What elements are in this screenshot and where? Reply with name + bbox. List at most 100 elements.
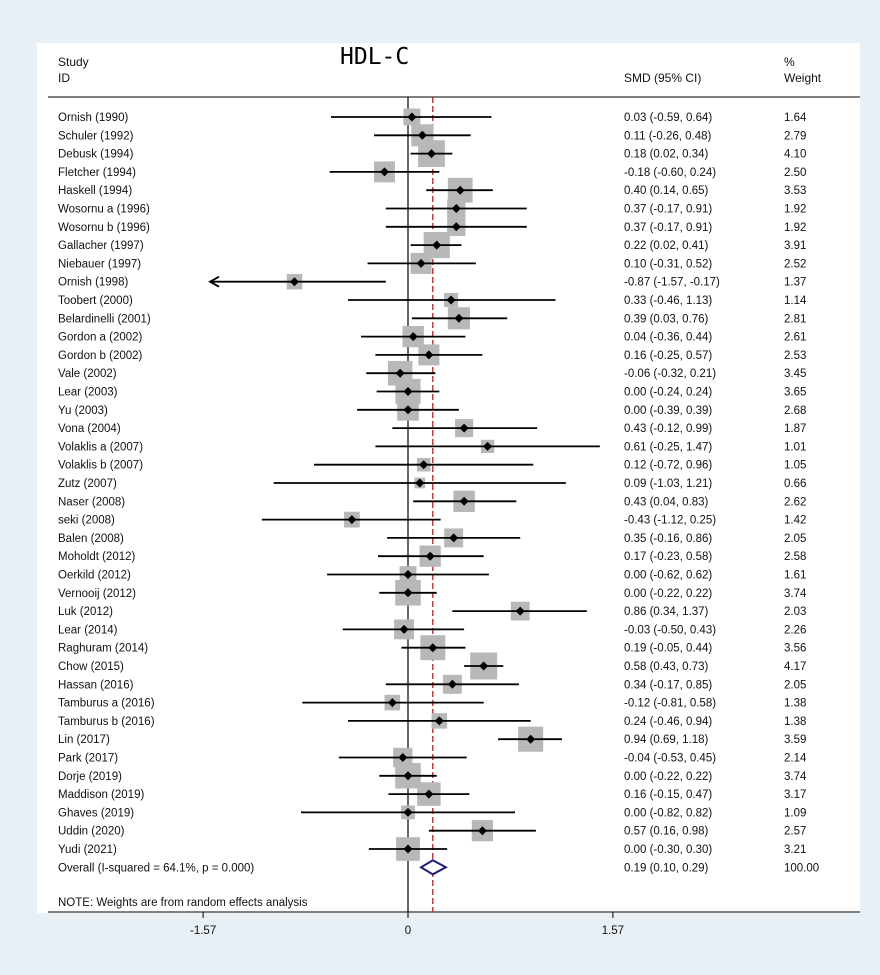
smd-ci-value: 0.10 (-0.31, 0.52) xyxy=(624,258,712,270)
study-label: Lear (2003) xyxy=(58,387,118,399)
smd-ci-value: 0.17 (-0.23, 0.58) xyxy=(624,551,712,563)
smd-ci-value: 0.22 (0.02, 0.41) xyxy=(624,240,709,252)
point-estimate xyxy=(477,826,487,836)
study-label: Schuler (1992) xyxy=(58,130,134,142)
study-label: Maddison (2019) xyxy=(58,789,144,801)
smd-ci-value: -0.12 (-0.81, 0.58) xyxy=(624,698,716,710)
study-label: Vale (2002) xyxy=(58,368,117,380)
weight-value: 1.05 xyxy=(784,460,806,472)
weight-value: 2.58 xyxy=(784,551,806,563)
weight-value: 2.03 xyxy=(784,606,806,618)
study-label: Volaklis b (2007) xyxy=(58,460,143,472)
point-estimate xyxy=(415,478,425,488)
study-label: Balen (2008) xyxy=(58,533,124,545)
weight-value: 3.91 xyxy=(784,240,806,252)
smd-ci-value: 0.00 (-0.62, 0.62) xyxy=(624,570,712,582)
study-label: Yudi (2021) xyxy=(58,844,117,856)
study-label: Ghaves (2019) xyxy=(58,807,134,819)
point-estimate xyxy=(416,258,426,268)
point-estimate xyxy=(380,167,390,177)
study-label: Toobert (2000) xyxy=(58,295,133,307)
smd-ci-value: 0.00 (-0.22, 0.22) xyxy=(624,588,712,600)
point-estimate xyxy=(432,240,442,250)
study-label: Naser (2008) xyxy=(58,496,125,508)
point-estimate xyxy=(447,679,457,689)
study-label: Fletcher (1994) xyxy=(58,167,136,179)
overall-weight-value: 100.00 xyxy=(784,862,819,874)
smd-ci-value: 0.16 (-0.15, 0.47) xyxy=(624,789,712,801)
study-label: Tamburus b (2016) xyxy=(58,716,155,728)
x-tick-label: 0 xyxy=(405,925,411,937)
weight-value: 1.92 xyxy=(784,222,806,234)
smd-ci-value: 0.57 (0.16, 0.98) xyxy=(624,826,709,838)
point-estimate xyxy=(425,551,435,561)
point-estimate xyxy=(398,753,408,762)
point-estimate xyxy=(387,698,397,708)
smd-ci-value: 0.58 (0.43, 0.73) xyxy=(624,661,709,673)
weight-value: 2.05 xyxy=(784,679,806,691)
point-estimate xyxy=(454,313,464,323)
weight-value: 2.62 xyxy=(784,496,806,508)
point-estimate xyxy=(451,222,461,232)
point-estimate xyxy=(426,149,436,159)
weight-value: 2.26 xyxy=(784,624,806,636)
x-tick-label: -1.57 xyxy=(190,925,216,937)
smd-ci-value: -0.04 (-0.53, 0.45) xyxy=(624,753,716,765)
smd-ci-value: 0.37 (-0.17, 0.91) xyxy=(624,204,712,216)
smd-ci-value: 0.04 (-0.36, 0.44) xyxy=(624,332,712,344)
smd-ci-value: 0.00 (-0.82, 0.82) xyxy=(624,807,712,819)
point-estimate xyxy=(459,423,469,433)
point-estimate xyxy=(455,185,465,195)
study-label: Gordon a (2002) xyxy=(58,332,143,344)
weight-value: 3.65 xyxy=(784,387,806,399)
point-estimate xyxy=(403,570,413,579)
study-header-line2: ID xyxy=(58,71,70,85)
study-label: Park (2017) xyxy=(58,753,118,765)
study-label: Wosornu b (1996) xyxy=(58,222,150,234)
overall-diamond xyxy=(419,859,448,876)
weight-value: 2.14 xyxy=(784,753,807,765)
weight-header-line1: % xyxy=(784,55,795,69)
weight-value: 1.09 xyxy=(784,807,806,819)
point-estimate xyxy=(395,368,405,378)
weight-value: 0.66 xyxy=(784,478,806,490)
weight-value: 3.74 xyxy=(784,588,807,600)
weight-value: 1.01 xyxy=(784,441,806,453)
smd-ci-value: 0.61 (-0.25, 1.47) xyxy=(624,441,712,453)
point-estimate xyxy=(459,496,469,506)
study-label: Chow (2015) xyxy=(58,661,124,673)
weight-value: 2.50 xyxy=(784,167,806,179)
smd-ci-value: 0.00 (-0.30, 0.30) xyxy=(624,844,712,856)
chart-title: HDL-C xyxy=(340,44,410,70)
study-label: Yu (2003) xyxy=(58,405,108,417)
weight-value: 3.56 xyxy=(784,643,806,655)
smd-ci-value: 0.39 (0.03, 0.76) xyxy=(624,313,709,325)
point-estimate xyxy=(424,350,434,360)
point-estimate xyxy=(419,460,429,470)
point-estimate xyxy=(446,295,456,305)
smd-ci-value: 0.43 (0.04, 0.83) xyxy=(624,496,709,508)
point-estimate xyxy=(408,332,418,342)
smd-ci-value: 0.33 (-0.46, 1.13) xyxy=(624,295,712,307)
study-label: Ornish (1998) xyxy=(58,277,128,289)
study-label: Raghuram (2014) xyxy=(58,643,148,655)
weight-value: 2.57 xyxy=(784,826,806,838)
smd-ci-value: -0.18 (-0.60, 0.24) xyxy=(624,167,716,179)
point-estimate xyxy=(479,661,489,671)
x-tick-label: 1.57 xyxy=(602,925,624,937)
smd-ci-value: 0.40 (0.14, 0.65) xyxy=(624,185,709,197)
point-estimate xyxy=(403,387,413,396)
smd-ci-value: 0.00 (-0.24, 0.24) xyxy=(624,387,712,399)
point-estimate xyxy=(403,771,413,781)
smd-ci-value: 0.19 (-0.05, 0.44) xyxy=(624,643,712,655)
weight-value: 3.74 xyxy=(784,771,807,783)
weight-value: 3.59 xyxy=(784,734,806,746)
ci-truncation-arrow xyxy=(208,275,220,288)
study-label: Moholdt (2012) xyxy=(58,551,136,563)
study-label: Volaklis a (2007) xyxy=(58,441,143,453)
weight-value: 1.64 xyxy=(784,112,807,124)
study-label: Luk (2012) xyxy=(58,606,113,618)
study-label: Hassan (2016) xyxy=(58,679,134,691)
study-label: Oerkild (2012) xyxy=(58,570,131,582)
